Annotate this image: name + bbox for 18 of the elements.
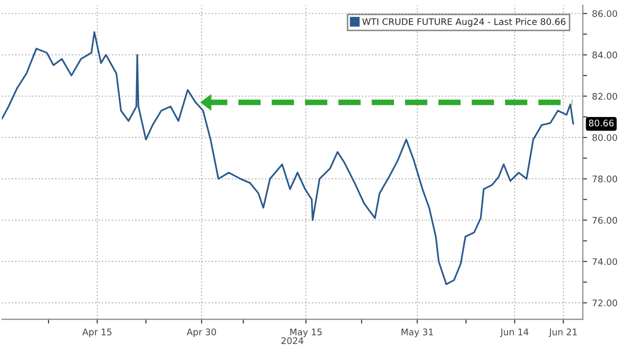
x-axis-title: 2024 bbox=[282, 337, 304, 344]
legend-label: WTI CRUDE FUTURE Aug24 - Last Price 80.66 bbox=[362, 18, 566, 27]
y-tick-label: 86.00 bbox=[592, 10, 618, 18]
y-tick-label: 84.00 bbox=[592, 52, 618, 58]
y-tick-label: 80.00 bbox=[592, 134, 618, 142]
line-series bbox=[2, 31, 574, 286]
x-tick-label: May 15 bbox=[290, 328, 322, 338]
x-tick-label: May 31 bbox=[402, 328, 433, 338]
y-tick-label: 78.00 bbox=[592, 176, 618, 182]
y-tick-label: 74.00 bbox=[592, 258, 618, 266]
x-tick-label: Apr 15 bbox=[82, 328, 112, 338]
x-tick-label: Jun 14 bbox=[500, 328, 528, 338]
annotation: 80.66 bbox=[588, 120, 614, 126]
y-tick-label: 82.00 bbox=[592, 92, 618, 100]
y-tick-label: 76.00 bbox=[592, 216, 618, 224]
y-tick-label: 72.00 bbox=[592, 300, 618, 306]
x-tick-label: Apr 30 bbox=[186, 328, 216, 338]
x-tick-label: Jun 21 bbox=[548, 328, 577, 338]
